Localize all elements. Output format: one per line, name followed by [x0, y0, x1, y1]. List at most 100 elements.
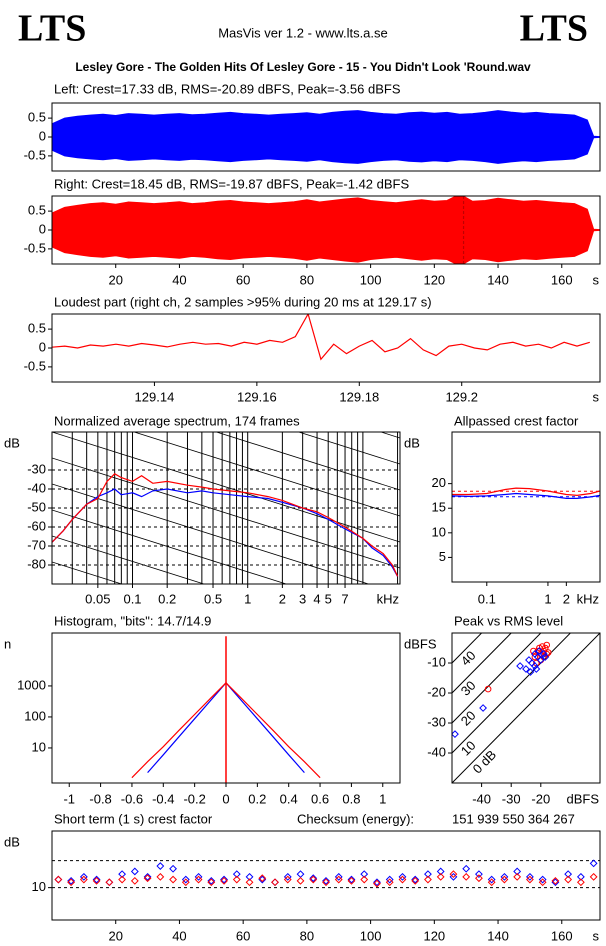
point [373, 879, 381, 888]
panel-frame [451, 632, 601, 784]
point [194, 875, 203, 884]
point [462, 864, 471, 873]
slope-line [297, 432, 400, 465]
y-tick-label: 5 [439, 549, 446, 564]
x-tick-label: 40 [172, 272, 186, 287]
slope-line [132, 432, 400, 517]
point [513, 867, 522, 876]
point [181, 878, 190, 887]
point [283, 875, 292, 884]
x-tick-label: -20 [531, 791, 550, 806]
x-tick-label: 0.1 [478, 591, 496, 606]
point [334, 872, 343, 881]
x-tick-label: 100 [360, 928, 382, 943]
x-unit: s [593, 928, 600, 943]
point [525, 875, 534, 884]
y-tick-label: -40 [427, 744, 446, 759]
crest-line [452, 633, 600, 783]
point [156, 862, 165, 870]
point [516, 662, 524, 670]
point [536, 656, 545, 664]
point [462, 872, 471, 881]
crest-line-label: 10 [458, 738, 479, 759]
logo-right: LTS [520, 8, 588, 50]
slope-line [52, 483, 370, 584]
point [487, 875, 496, 884]
plot-area [52, 859, 600, 889]
x-tick-label: 60 [236, 272, 250, 287]
point [258, 874, 267, 883]
y-tick-label: -70 [27, 537, 46, 552]
waveform-envelope [52, 110, 600, 164]
x-tick-label: -0.4 [152, 791, 174, 806]
x-tick-label: 60 [236, 928, 250, 943]
y-tick-label: -50 [27, 499, 46, 514]
point [309, 874, 318, 883]
point [79, 872, 88, 881]
slope-line [52, 535, 206, 584]
series-line [52, 314, 590, 361]
x-tick-label: 0.8 [342, 791, 360, 806]
point [347, 876, 356, 885]
y-tick-label: 10 [432, 524, 446, 539]
point [283, 872, 292, 881]
x-tick-label: 100 [360, 272, 382, 287]
x-tick-label: 129.14 [135, 389, 175, 404]
x-tick-label: -1 [63, 791, 75, 806]
point [322, 878, 330, 887]
point [232, 870, 241, 879]
plot-area [131, 636, 321, 783]
point [411, 875, 420, 884]
point [169, 875, 177, 884]
x-unit: dBFS [566, 791, 599, 806]
point [360, 870, 369, 879]
x-unit: s [593, 389, 600, 404]
point [118, 875, 127, 884]
series-line [452, 487, 600, 497]
y-tick-label: 1000 [17, 677, 46, 692]
point [92, 875, 101, 884]
x-tick-label: 0 [222, 791, 229, 806]
crest-line [452, 633, 572, 754]
point [589, 872, 598, 881]
point [538, 878, 547, 887]
point [143, 874, 152, 883]
checksum-label: Checksum (energy): [297, 811, 414, 826]
y-tick-label: 0.5 [28, 321, 46, 336]
point [535, 647, 544, 655]
point [207, 876, 216, 885]
point [436, 872, 445, 881]
y-tick-label: 0.5 [28, 203, 46, 218]
slope-line [52, 432, 400, 543]
x-tick-label: 160 [551, 928, 573, 943]
panel-title: Normalized average spectrum, 174 frames [54, 413, 300, 428]
file-name: Lesley Gore - The Golden Hits Of Lesley … [75, 60, 531, 74]
x-tick-label: 0.1 [123, 591, 141, 606]
point [79, 875, 88, 884]
x-tick-label: 1 [244, 591, 251, 606]
x-tick-label: 160 [551, 272, 573, 287]
x-tick-label: 0.6 [311, 791, 329, 806]
point [551, 878, 560, 887]
y-tick-label: -60 [27, 518, 46, 533]
x-tick-label: 0.05 [85, 591, 110, 606]
slope-line [215, 432, 400, 491]
x-tick-label: 4 [313, 591, 320, 606]
point [296, 870, 305, 879]
point [522, 665, 530, 673]
y-unit: dB [4, 834, 20, 849]
point [220, 876, 228, 885]
series-line [52, 488, 399, 577]
x-unit: s [593, 272, 600, 287]
y-tick-label: -0.5 [24, 240, 46, 255]
point [576, 872, 585, 881]
y-tick-label: -20 [427, 684, 446, 699]
point [475, 870, 483, 879]
point [411, 876, 420, 885]
x-tick-label: 2 [279, 591, 286, 606]
crest-line [452, 633, 483, 664]
point [194, 872, 203, 881]
y-unit: dB [404, 435, 420, 450]
y-tick-label: 0 [39, 339, 46, 354]
